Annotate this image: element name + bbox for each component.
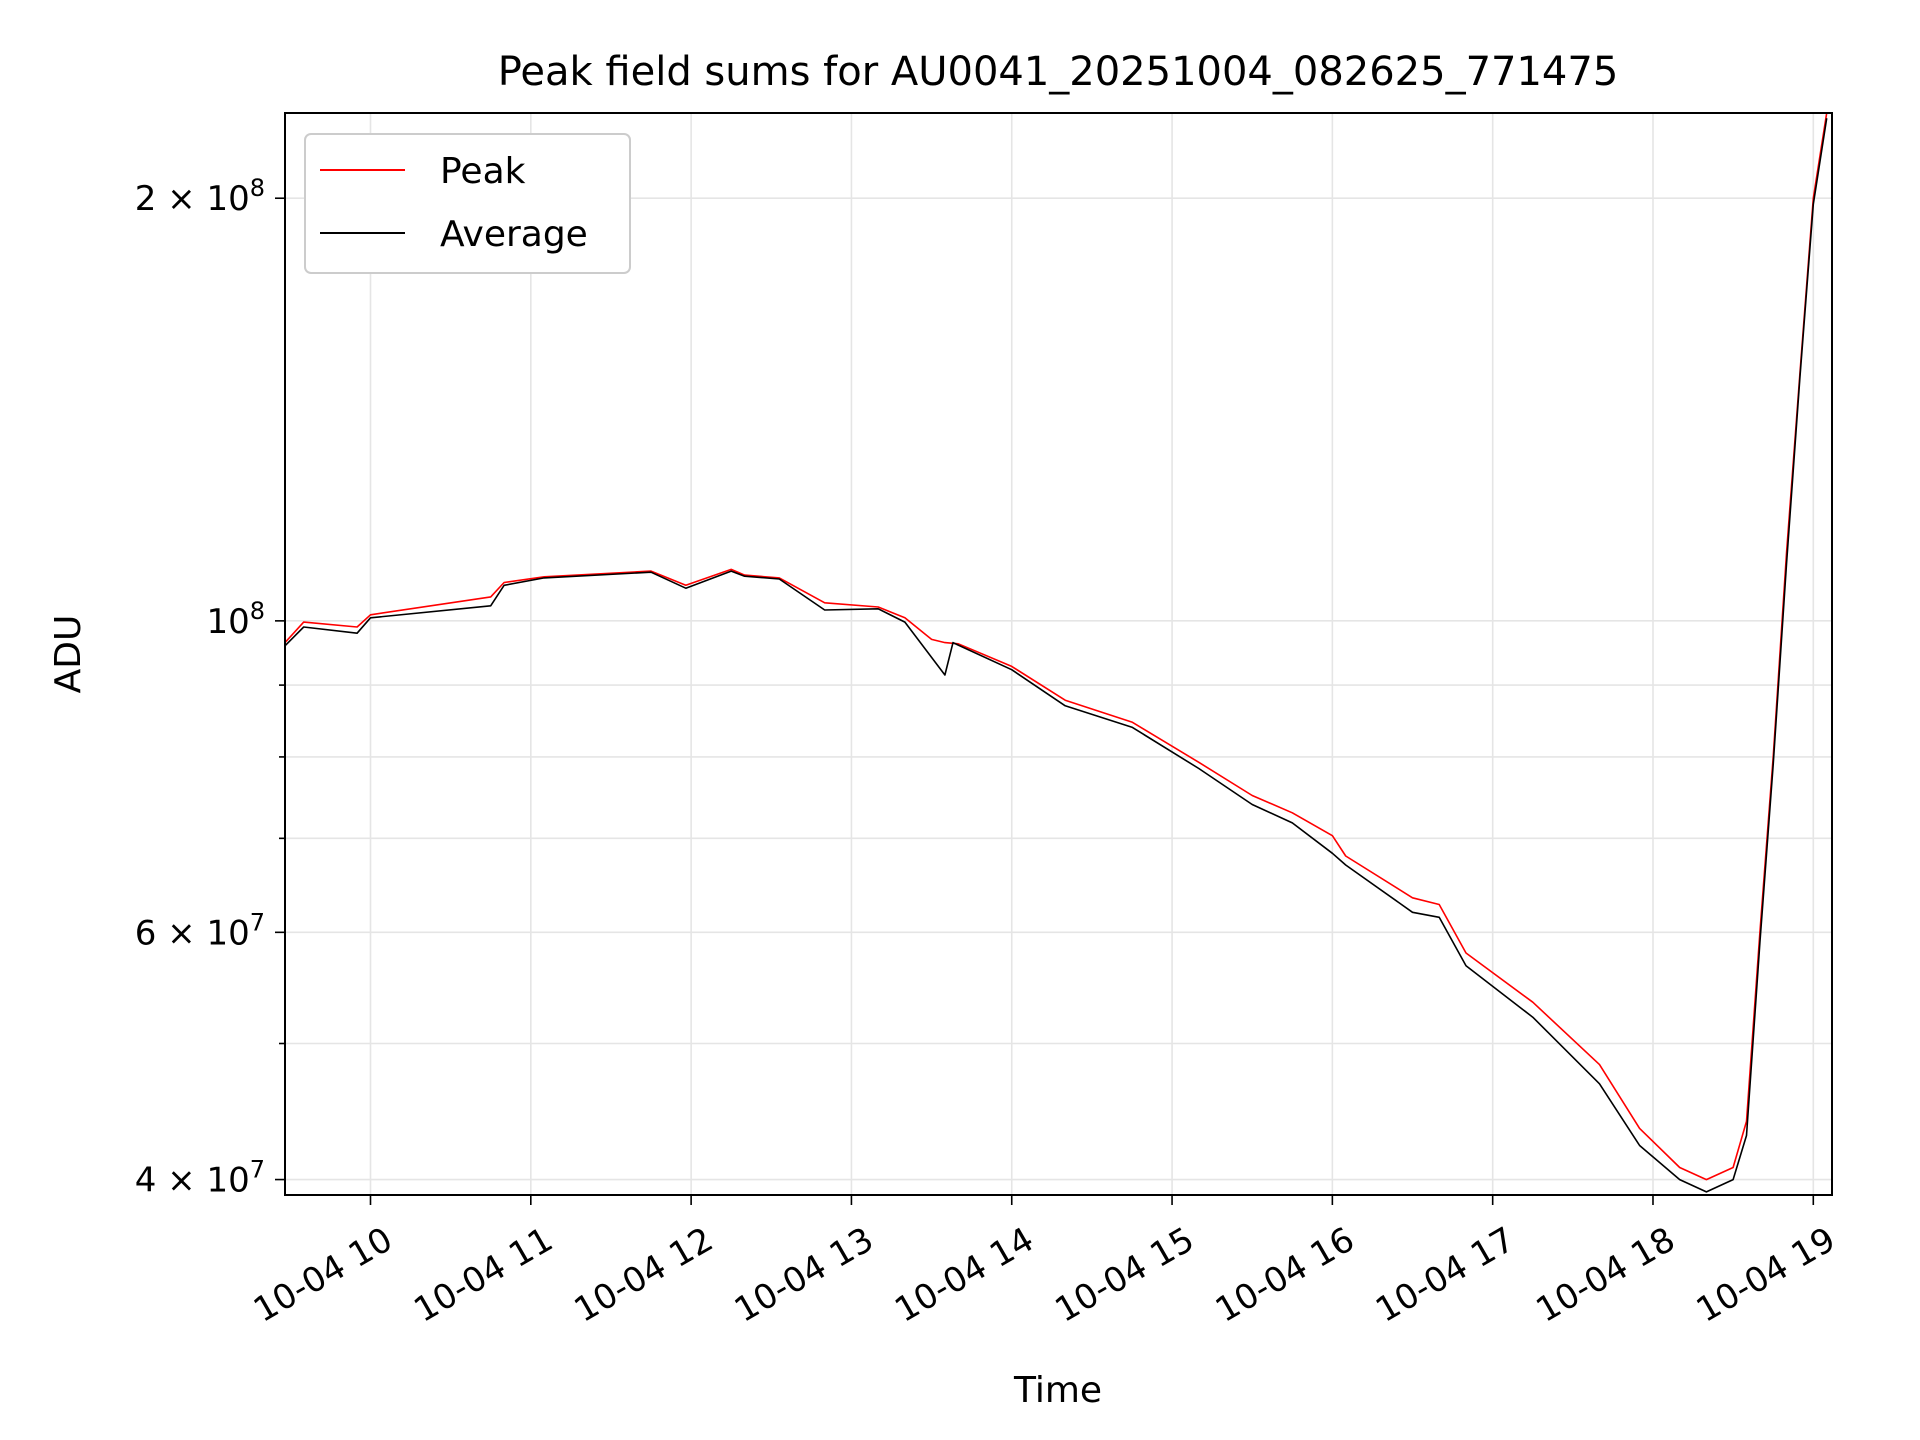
series-lines: [284, 112, 1828, 1193]
x-axis-label: Time: [1013, 1370, 1102, 1411]
legend: Peak Average: [304, 133, 631, 274]
y-axis-label: ADU: [48, 615, 89, 694]
chart-title: Peak field sums for AU0041_20251004_0826…: [498, 49, 1619, 95]
series-line-average: [284, 118, 1828, 1193]
y-axis: 4 × 107 6 × 107 108 2 × 108: [135, 174, 285, 1201]
legend-label-peak: Peak: [440, 151, 526, 192]
y-tick-label: 2 × 108: [135, 174, 265, 219]
legend-box: [304, 133, 631, 274]
grid: [285, 113, 1832, 1195]
y-tick-label: 4 × 107: [135, 1156, 265, 1201]
plot-frame: [284, 112, 1833, 1196]
y-tick-label: 108: [206, 597, 265, 642]
series-line-peak: [284, 112, 1828, 1181]
y-tick-label: 6 × 107: [135, 908, 265, 953]
legend-label-average: Average: [440, 214, 588, 255]
